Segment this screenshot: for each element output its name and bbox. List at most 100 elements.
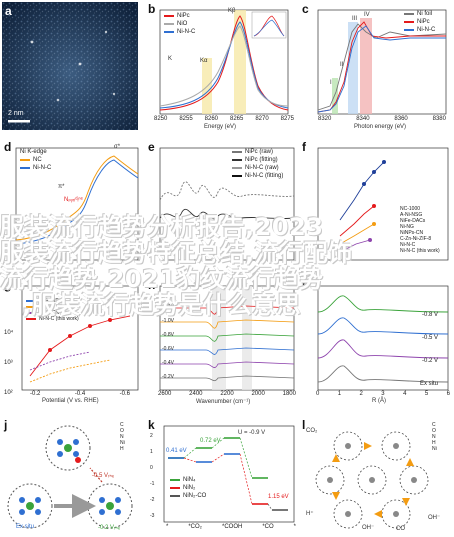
panel-h-xticks: 2600 2400 2200 2000 1800 [158, 391, 296, 397]
xtick: 8250 [154, 116, 168, 122]
roman-i: I [330, 80, 332, 86]
xtick: -0.2 [30, 391, 41, 397]
potential-label: -0.2V [162, 374, 174, 380]
xtick: 0 [316, 391, 320, 397]
panel-k: k U = -0.9 V 0.41 eV 0.72 eV 1.15 eV NiN… [146, 418, 298, 535]
legend-nkedge: Ni K-edge [20, 149, 47, 155]
xtick: 8275 [280, 116, 294, 122]
legend-item: Ni-NG [400, 224, 414, 230]
atom-o: O [120, 428, 124, 434]
panel-d-legend: Ni K-edge NC Ni-N-C [20, 148, 51, 172]
legend-item: NC-1000 [400, 206, 421, 212]
legend-nifoil: Ni foil [417, 11, 433, 17]
panel-k-xticks: * *CO₂ *COOH *CO * [166, 524, 296, 530]
curve-label: -0.2 V [422, 358, 439, 364]
species-co: CO [396, 526, 405, 532]
panel-j-atom-legend: C O N Ni H [120, 422, 125, 452]
barrier-041: 0.41 eV [166, 448, 187, 454]
xtick: 3 [381, 391, 385, 397]
potential-05: -0.5 Vᵣₕₑ [92, 473, 115, 479]
panel-a: a 2 nm [2, 2, 138, 130]
u-value: U = -0.9 V [238, 430, 266, 436]
ytick: -2 [150, 497, 155, 503]
panel-i-xlabel: R (Å) [372, 398, 386, 404]
panel-a-label: a [5, 4, 12, 18]
ytick: -1 [150, 481, 155, 487]
xtick: 6 [446, 391, 450, 397]
tof-compare-chart [317, 147, 449, 261]
panel-g-legend: CFP-NiPc NiPc CoNi-CN Ni-N-C (this work) [26, 298, 79, 322]
panel-c-xticks: 8320 8340 8360 8380 [318, 116, 446, 122]
ann-npyridine: Nₚᵧᵣᵢᵈᵢⁿᵉ [64, 197, 83, 203]
potential-label: -1.1V [162, 304, 174, 310]
panel-i: i -0.8 V -0.5 V -0.2 V Ex situ 0 1 2 3 4… [300, 278, 452, 406]
panel-g: g CFP-NiPc NiPc CoNi-CN Ni-N-C (this wor… [2, 278, 142, 406]
legend-item: Ni-N-C [400, 242, 416, 248]
legend-nipc-fit: NiPc (fitting) [245, 157, 278, 163]
panel-d: d Ni K-edge NC Ni-N-C σ* π* Nₚᵧᵣᵢᵈᵢⁿᵉ [2, 140, 142, 268]
legend-item: C-Zn-Ni-ZIF-8 [400, 236, 432, 242]
xtick: 5 [424, 391, 429, 397]
legend-ninc-raw: Ni-N-C (raw) [245, 165, 279, 171]
panel-f-label: f [302, 140, 306, 154]
panel-j-label: j [4, 418, 8, 432]
legend-item: A-Ni-NSG [400, 212, 423, 218]
panel-c-xlabel: Photon energy (eV) [354, 124, 407, 130]
legend-nio: NiO [177, 21, 188, 27]
insitu-exafs-chart [317, 285, 449, 391]
atom-c: C [120, 422, 124, 428]
panel-i-curve-labels: -0.8 V -0.5 V -0.2 V Ex situ [420, 304, 438, 396]
xtick: 8265 [229, 116, 244, 122]
overlay-line-2: 服装流行趋势特征总结,流行配饰 [0, 239, 353, 267]
ytick: -3 [150, 513, 155, 519]
panel-l-atom-legend: C O N H Ni [432, 422, 437, 452]
xtick: 1800 [282, 391, 296, 397]
overlay-line-3: 流行趋势,2021豹纹流行趋势 [0, 265, 324, 293]
nkedge-chart [15, 147, 139, 261]
reaction-cycle [315, 431, 429, 529]
xtick: 8320 [318, 116, 332, 122]
ann-kb: Kβ [228, 8, 236, 14]
ytick: 10³ [4, 360, 13, 366]
xanes-chart [317, 9, 447, 115]
panel-e-label: e [148, 140, 155, 154]
legend-ninc-fit: Ni-N-C (fitting) [245, 173, 284, 179]
panel-d-label: d [4, 140, 12, 154]
tof-potential-chart [21, 285, 139, 391]
panel-c: c Ni foil NiPc Ni-N-C I II III IV 8320 8… [300, 2, 452, 132]
atom-ni: Ni [120, 440, 125, 446]
legend-item: NiNPs-CN [400, 230, 424, 236]
xtick: 4 [403, 391, 407, 397]
panel-h-label: h [148, 278, 156, 292]
panel-b-label: b [148, 2, 156, 16]
free-energy-chart [163, 425, 295, 523]
roman-iii: III [352, 16, 358, 22]
legend-nipc: NiPc [177, 13, 190, 19]
legend-nin2co: NiN₂-CO [183, 493, 207, 499]
potential-label: -1.0V [162, 318, 174, 324]
curve-label: -0.8 V [422, 312, 439, 318]
barrier-072: 0.72 eV [200, 438, 221, 444]
xtick: 2400 [189, 391, 203, 397]
panel-b-xlabel: Energy (eV) [204, 124, 237, 130]
xtick: 2600 [158, 391, 172, 397]
ex-situ-label: Ex situ [16, 524, 35, 530]
xtick: *CO [262, 524, 274, 530]
panel-e-legend: NiPc (raw) NiPc (fitting) Ni-N-C (raw) N… [232, 148, 283, 180]
xtick: 8380 [432, 116, 446, 122]
xtick: 2 [359, 391, 363, 397]
panel-h-potentials: -1.1V -1.0V -0.8V -0.6V -0.4V -0.2V [162, 300, 174, 384]
legend-nc: NC [33, 157, 42, 163]
xtick: 8255 [179, 116, 193, 122]
panel-b-legend: NiPc NiO Ni-N-C [164, 12, 195, 36]
legend-nipc-raw: NiPc (raw) [245, 149, 273, 155]
atom-n: N [432, 434, 436, 440]
ytick: 0 [150, 465, 153, 471]
roman-ii: II [340, 62, 344, 68]
scale-bar [8, 120, 30, 123]
panel-g-xlabel: Potential (V vs. RHE) [42, 398, 99, 404]
curve-label: Ex situ [420, 381, 439, 387]
legend-nipc: NiPc [39, 304, 50, 310]
panel-i-label: i [302, 278, 306, 292]
legend-nin2: NiN₂ [183, 485, 196, 491]
